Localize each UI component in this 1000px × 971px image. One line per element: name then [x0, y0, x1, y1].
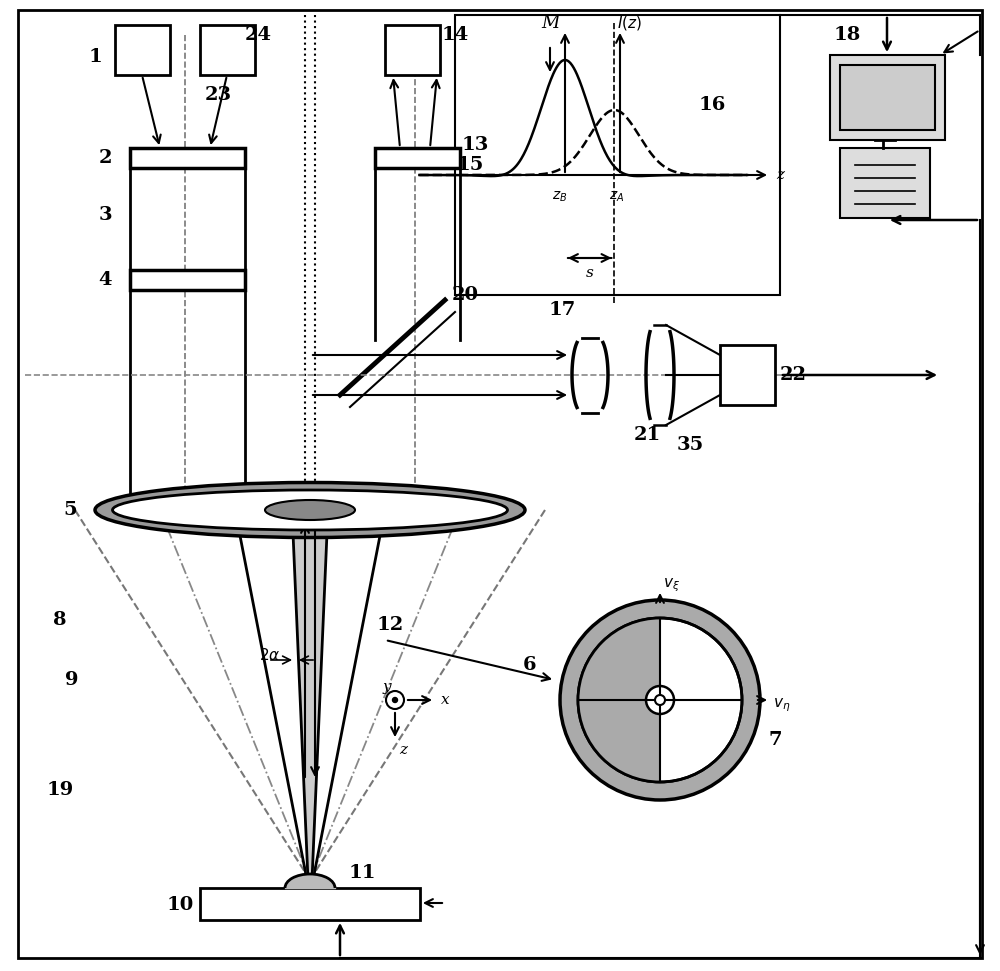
Ellipse shape: [112, 490, 508, 530]
Bar: [840, 148, 930, 218]
Bar: [130, 148, 245, 168]
Text: y: y: [383, 680, 391, 694]
Text: 35: 35: [676, 436, 704, 454]
Bar: [200, 25, 255, 75]
Text: $z_B$: $z_B$: [552, 189, 568, 204]
Text: 21: 21: [633, 426, 661, 444]
Ellipse shape: [560, 600, 760, 800]
Text: $v_\xi$: $v_\xi$: [663, 576, 681, 594]
Ellipse shape: [578, 618, 742, 782]
Text: 22: 22: [780, 366, 806, 384]
Circle shape: [655, 695, 665, 705]
Text: 9: 9: [65, 671, 79, 689]
Text: 15: 15: [456, 156, 484, 174]
Text: 4: 4: [98, 271, 112, 289]
Bar: [840, 65, 935, 130]
Text: 12: 12: [376, 616, 404, 634]
Text: 17: 17: [548, 301, 576, 319]
Text: 20: 20: [452, 286, 479, 304]
Bar: [375, 148, 460, 168]
Text: $I(z)$: $I(z)$: [617, 14, 643, 32]
Text: 2: 2: [98, 149, 112, 167]
Text: 5: 5: [63, 501, 77, 519]
Text: M: M: [541, 14, 559, 32]
Circle shape: [646, 686, 674, 714]
Text: 11: 11: [348, 864, 376, 882]
Bar: [385, 25, 440, 75]
Ellipse shape: [265, 500, 355, 520]
Text: s: s: [586, 266, 594, 280]
Text: x: x: [441, 693, 449, 707]
Text: 14: 14: [441, 26, 469, 44]
Bar: [200, 888, 420, 920]
Text: z: z: [776, 168, 784, 182]
Bar: [455, 15, 780, 295]
Text: 8: 8: [53, 611, 67, 629]
Circle shape: [392, 697, 398, 702]
Ellipse shape: [95, 483, 525, 538]
Text: 3: 3: [98, 206, 112, 224]
Text: 6: 6: [523, 656, 537, 674]
Bar: [130, 270, 245, 290]
Text: 13: 13: [461, 136, 489, 154]
Text: 1: 1: [88, 48, 102, 66]
Text: 16: 16: [698, 96, 726, 114]
Text: 23: 23: [204, 86, 232, 104]
Bar: [115, 25, 170, 75]
Polygon shape: [292, 510, 328, 880]
Bar: [830, 55, 945, 140]
Text: z: z: [399, 743, 407, 757]
Bar: [720, 345, 775, 405]
Text: 10: 10: [166, 896, 194, 914]
Polygon shape: [578, 618, 660, 782]
Text: $v_\eta$: $v_\eta$: [773, 696, 791, 714]
Text: 18: 18: [833, 26, 861, 44]
Text: $2\alpha$: $2\alpha$: [259, 647, 281, 663]
Text: $z_A$: $z_A$: [609, 189, 624, 204]
Text: 24: 24: [244, 26, 272, 44]
Text: 7: 7: [768, 731, 782, 749]
Text: 19: 19: [46, 781, 74, 799]
